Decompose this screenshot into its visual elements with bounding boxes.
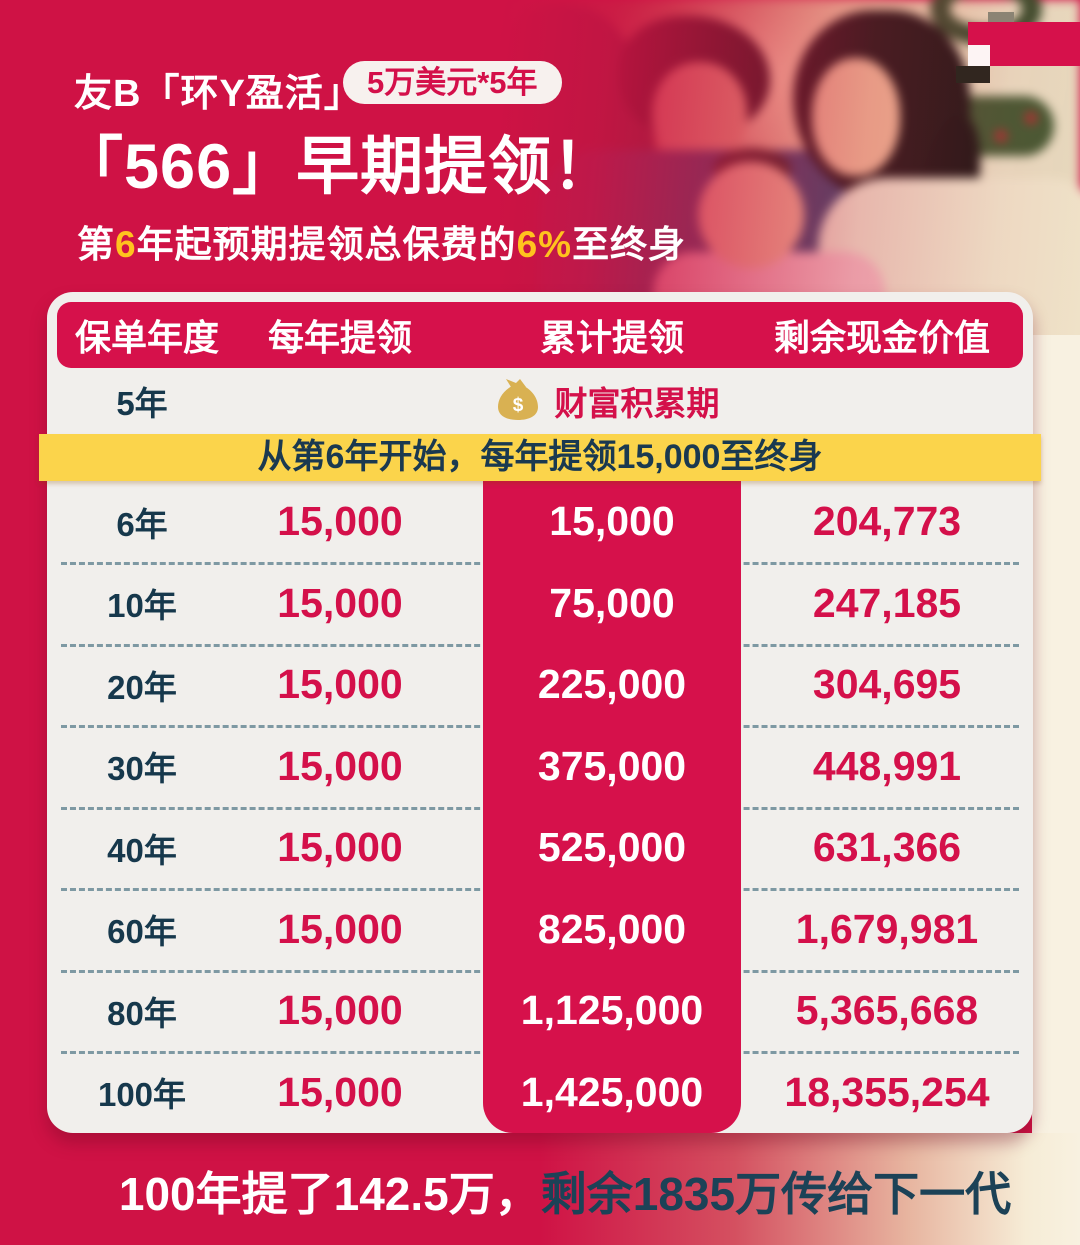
table-row: 10年 15,000 75,000 247,185 bbox=[47, 563, 1033, 645]
policy-year: 20年 bbox=[107, 668, 177, 706]
cumulative-withdrawal: 375,000 bbox=[537, 742, 687, 789]
column-header-cumulative-withdrawal: 累计提领 bbox=[539, 317, 684, 358]
remaining-cash-value: 1,679,981 bbox=[795, 905, 979, 952]
annual-withdrawal: 15,000 bbox=[277, 661, 403, 708]
remaining-cash-value: 631,366 bbox=[812, 824, 962, 871]
subtitle: 第6年起预期提领总保费的6%至终身 bbox=[77, 214, 686, 268]
page-title: 「566」早期提领！ bbox=[60, 132, 617, 202]
summary-line: 100年提了142.5万，剩余1835万传给下一代 bbox=[25, 1158, 1080, 1224]
cumulative-column-highlight bbox=[483, 481, 741, 1133]
family-photo bbox=[500, 0, 1080, 335]
remaining-cash-value: 304,695 bbox=[812, 661, 962, 708]
policy-year: 5年 bbox=[116, 385, 168, 422]
cumulative-withdrawal: 825,000 bbox=[537, 905, 687, 952]
product-name: 友B「环Y盈活」 bbox=[74, 73, 363, 115]
annual-withdrawal: 15,000 bbox=[277, 824, 403, 871]
accumulation-period: $ 财富积累期 bbox=[427, 368, 787, 434]
annual-withdrawal: 15,000 bbox=[277, 905, 403, 952]
table-row: 40年 15,000 525,000 631,366 bbox=[47, 807, 1033, 889]
logo-block-gray bbox=[988, 12, 1014, 23]
table-row: 100年 15,000 1,425,000 18,355,254 bbox=[47, 1052, 1033, 1134]
remaining-cash-value: 18,355,254 bbox=[784, 1068, 990, 1115]
summary-withdrawn: 100年提了142.5万， bbox=[118, 1168, 541, 1220]
annual-withdrawal: 15,000 bbox=[277, 742, 403, 789]
table-row: 80年 15,000 1,125,000 5,365,668 bbox=[47, 970, 1033, 1052]
table-row: 30年 15,000 375,000 448,991 bbox=[47, 726, 1033, 808]
policy-year: 40年 bbox=[107, 831, 177, 869]
policy-year: 10年 bbox=[107, 587, 177, 625]
column-header-policy-year: 保单年度 bbox=[74, 317, 219, 358]
cumulative-withdrawal: 525,000 bbox=[537, 824, 687, 871]
subtitle-accent: 6 bbox=[115, 224, 137, 265]
logo-block-white bbox=[968, 45, 990, 68]
column-header-annual-withdrawal: 每年提领 bbox=[267, 317, 412, 358]
annual-withdrawal: 15,000 bbox=[277, 987, 403, 1034]
cumulative-withdrawal: 1,125,000 bbox=[520, 987, 704, 1034]
policy-year: 30年 bbox=[107, 750, 177, 788]
subtitle-text: 年起预期提领总保费的 bbox=[136, 224, 517, 265]
cumulative-withdrawal: 1,425,000 bbox=[520, 1068, 704, 1115]
benefit-table-card: 保单年度 每年提领 累计提领 剩余现金价值 5年 $ 财富积累期 从第6年开始，… bbox=[39, 292, 1041, 1133]
bottom-gradient-strip bbox=[0, 1133, 1080, 1245]
money-bag-icon: $ bbox=[495, 377, 541, 426]
remaining-cash-value: 448,991 bbox=[812, 742, 962, 789]
remaining-cash-value: 5,365,668 bbox=[795, 987, 979, 1034]
accumulation-row: 5年 $ 财富积累期 bbox=[47, 368, 1033, 434]
cumulative-withdrawal: 225,000 bbox=[537, 661, 687, 708]
subtitle-text: 至终身 bbox=[572, 224, 687, 265]
subtitle-accent: 6% bbox=[516, 224, 573, 265]
column-header-remaining-cash-value: 剩余现金价值 bbox=[773, 317, 990, 358]
subtitle-text: 第 bbox=[77, 224, 115, 265]
accumulation-label: 财富积累期 bbox=[554, 385, 720, 422]
cumulative-withdrawal: 75,000 bbox=[549, 579, 675, 626]
policy-year: 100年 bbox=[97, 1076, 187, 1114]
table-body: 6年 15,000 15,000 204,773 10年 15,000 75,0… bbox=[47, 481, 1033, 1133]
policy-year: 60年 bbox=[107, 913, 177, 951]
withdrawal-ribbon: 从第6年开始，每年提领15,000至终身 bbox=[39, 434, 1041, 481]
policy-year: 80年 bbox=[107, 994, 177, 1032]
summary-legacy: 剩余1835万传给下一代 bbox=[540, 1168, 1012, 1220]
table-row: 20年 15,000 225,000 304,695 bbox=[47, 644, 1033, 726]
table-row: 60年 15,000 825,000 1,679,981 bbox=[47, 889, 1033, 971]
annual-withdrawal: 15,000 bbox=[277, 1068, 403, 1115]
cream-background-right bbox=[1032, 330, 1080, 1245]
table-header-row: 保单年度 每年提领 累计提领 剩余现金价值 bbox=[57, 302, 1023, 368]
table-row: 6年 15,000 15,000 204,773 bbox=[47, 481, 1033, 563]
policy-year: 6年 bbox=[116, 505, 168, 543]
logo-block-dark bbox=[956, 66, 990, 83]
svg-text:$: $ bbox=[512, 395, 523, 416]
cumulative-withdrawal: 15,000 bbox=[549, 498, 675, 545]
annual-withdrawal: 15,000 bbox=[277, 579, 403, 626]
remaining-cash-value: 204,773 bbox=[812, 498, 962, 545]
annual-withdrawal: 15,000 bbox=[277, 498, 403, 545]
remaining-cash-value: 247,185 bbox=[812, 579, 962, 626]
premium-badge: 5万美元*5年 bbox=[343, 61, 562, 104]
